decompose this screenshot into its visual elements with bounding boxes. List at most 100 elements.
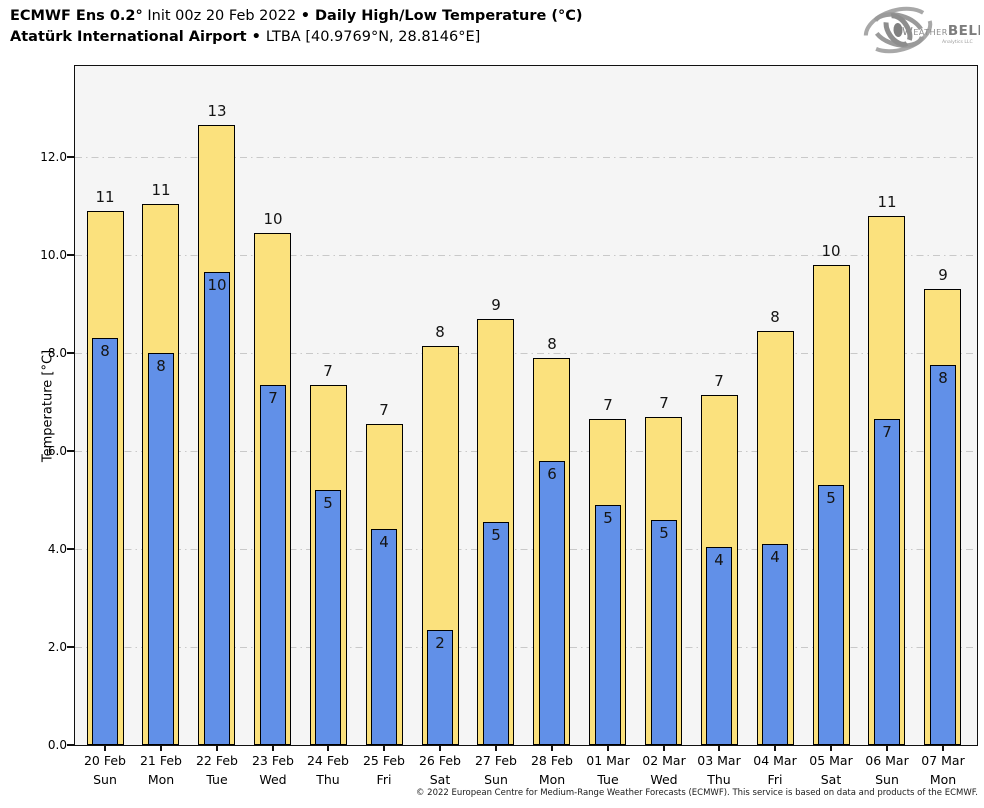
y-gridline <box>75 352 977 354</box>
low-temp-label: 8 <box>100 342 110 360</box>
y-tick-label: 6.0 <box>47 444 67 458</box>
x-axis-day-label: Sun <box>93 772 117 787</box>
x-axis-date-label: 22 Feb <box>195 753 238 768</box>
x-tick-mark <box>495 745 497 751</box>
y-gridline <box>75 254 977 256</box>
low-temp-label: 5 <box>826 489 836 507</box>
low-temp-label: 8 <box>156 357 166 375</box>
x-axis-date-label: 21 Feb <box>139 753 182 768</box>
high-temp-label: 11 <box>151 181 171 199</box>
chart-type-title: Daily High/Low Temperature (°C) <box>309 8 583 24</box>
y-tick-label: 4.0 <box>47 542 67 556</box>
x-axis-date-label: 04 Mar <box>753 753 797 768</box>
high-temp-label: 7 <box>714 372 724 390</box>
x-axis-date-label: 24 Feb <box>306 753 349 768</box>
copyright-notice: © 2022 European Centre for Medium-Range … <box>415 788 978 798</box>
x-axis-day-label: Wed <box>650 772 678 787</box>
y-tick-mark <box>67 450 74 452</box>
low-temp-label: 5 <box>659 524 669 542</box>
low-temp-bar <box>930 365 956 745</box>
x-axis-date-label: 23 Feb <box>251 753 294 768</box>
x-axis-date-label: 05 Mar <box>809 753 853 768</box>
low-temp-label: 4 <box>714 551 724 569</box>
x-tick-mark <box>216 745 218 751</box>
x-tick-mark <box>104 745 106 751</box>
high-temp-label: 8 <box>547 335 557 353</box>
y-gridline <box>75 156 977 158</box>
low-temp-bar <box>371 529 397 745</box>
low-temp-bar <box>204 272 230 745</box>
x-axis-date-label: 07 Mar <box>921 753 965 768</box>
x-axis-day-label: Tue <box>597 772 619 787</box>
x-axis-day-label: Sat <box>429 772 451 787</box>
plot-area: Temperature [°C] 0.0 2.0 4.0 6.0 8.0 10.0 12.0… <box>40 65 978 787</box>
weatherbell-logo: WeatherBELL Analytics LLC <box>863 6 980 54</box>
high-temp-label: 10 <box>821 242 841 260</box>
y-tick-label: 2.0 <box>47 640 67 654</box>
low-temp-bar <box>92 338 118 745</box>
chart-title-block: ECMWF Ens 0.2° Init 00z 20 Feb 2022 • Da… <box>10 6 583 48</box>
x-axis-day-label: Wed <box>259 772 287 787</box>
title-line-2: Atatürk International Airport • LTBA [40… <box>10 27 583 48</box>
low-temp-label: 6 <box>547 465 557 483</box>
x-tick-mark <box>942 745 944 751</box>
low-temp-bar <box>483 522 509 745</box>
x-axis-date-label: 06 Mar <box>865 753 909 768</box>
station-name: Atatürk International Airport <box>10 29 247 45</box>
low-temp-label: 5 <box>323 494 333 512</box>
x-axis-day-label: Thu <box>316 772 340 787</box>
low-temp-bar <box>874 419 900 745</box>
y-tick-label: 10.0 <box>40 248 67 262</box>
y-tick-label: 8.0 <box>47 346 67 360</box>
low-temp-bar <box>260 385 286 745</box>
high-temp-label: 7 <box>323 362 333 380</box>
x-tick-mark <box>551 745 553 751</box>
x-axis-date-label: 20 Feb <box>83 753 126 768</box>
low-temp-bar <box>539 461 565 745</box>
high-temp-label: 8 <box>435 323 445 341</box>
x-tick-mark <box>886 745 888 751</box>
low-temp-bar <box>148 353 174 745</box>
low-temp-bar <box>595 505 621 745</box>
title-line-1: ECMWF Ens 0.2° Init 00z 20 Feb 2022 • Da… <box>10 6 583 27</box>
low-temp-label: 2 <box>435 634 445 652</box>
x-tick-mark <box>327 745 329 751</box>
x-axis-day-label: Mon <box>929 772 957 787</box>
x-axis-day-label: Fri <box>376 772 392 787</box>
x-axis-day-label: Tue <box>206 772 228 787</box>
y-gridline <box>75 646 977 648</box>
x-axis-date-label: 02 Mar <box>642 753 686 768</box>
low-temp-label: 8 <box>938 369 948 387</box>
y-tick-mark <box>67 646 74 648</box>
y-tick-mark <box>67 744 74 746</box>
y-tick-mark <box>67 156 74 158</box>
high-temp-label: 8 <box>770 308 780 326</box>
x-tick-mark <box>439 745 441 751</box>
low-temp-bar <box>651 520 677 745</box>
high-temp-label: 13 <box>207 102 227 120</box>
title-bullet-1: • <box>300 8 310 24</box>
x-axis-day-label: Sat <box>820 772 842 787</box>
low-temp-label: 4 <box>379 533 389 551</box>
low-temp-bar <box>706 547 732 745</box>
x-axis-date-label: 03 Mar <box>697 753 741 768</box>
svg-text:WeatherBELL: WeatherBELL <box>902 23 980 39</box>
x-tick-mark <box>718 745 720 751</box>
low-temp-label: 7 <box>268 389 278 407</box>
x-tick-mark <box>607 745 609 751</box>
low-temp-bar <box>315 490 341 745</box>
model-name: ECMWF Ens 0.2° <box>10 8 143 24</box>
x-tick-mark <box>383 745 385 751</box>
x-tick-mark <box>830 745 832 751</box>
logo-text-bell: BELL <box>948 23 980 39</box>
x-axis-date-label: 01 Mar <box>586 753 630 768</box>
y-tick-mark <box>67 254 74 256</box>
low-temp-label: 10 <box>207 276 227 294</box>
x-tick-mark <box>774 745 776 751</box>
high-temp-label: 11 <box>877 193 897 211</box>
x-axis-day-label: Mon <box>538 772 566 787</box>
y-gridline <box>75 548 977 550</box>
logo-subtext: Analytics LLC <box>942 39 973 45</box>
low-temp-label: 5 <box>491 526 501 544</box>
x-axis-day-label: Sun <box>484 772 508 787</box>
